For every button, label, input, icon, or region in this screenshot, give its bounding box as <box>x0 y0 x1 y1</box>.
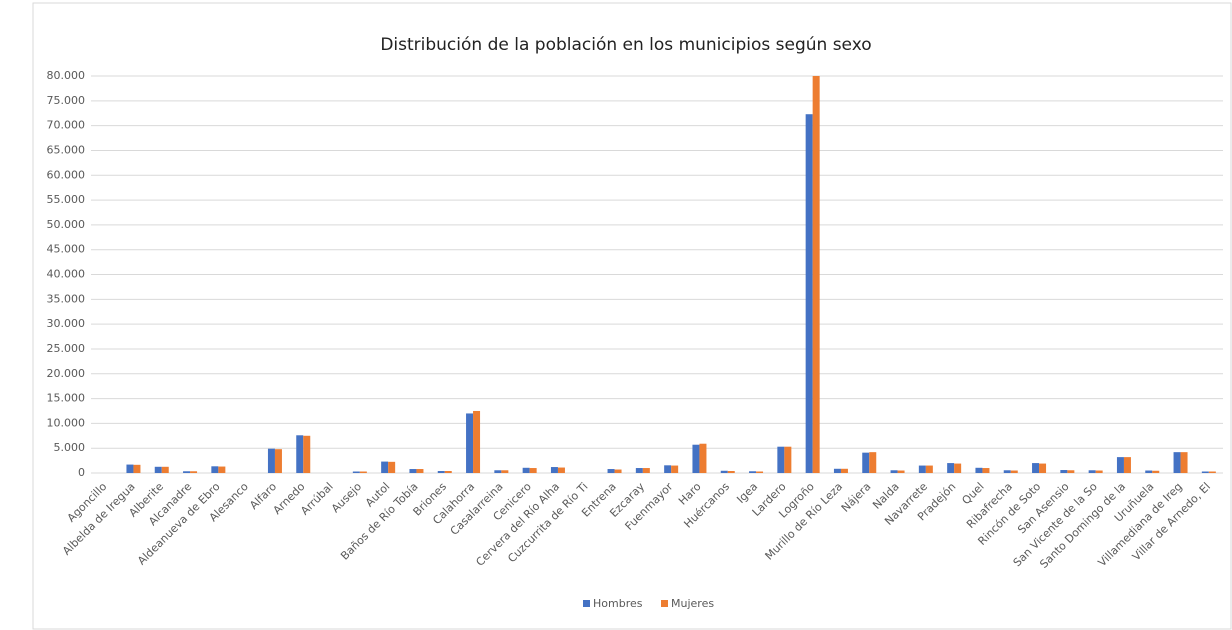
y-tick-label: 40.000 <box>47 268 86 281</box>
bar <box>840 468 848 473</box>
bar <box>444 471 452 473</box>
bar <box>642 468 650 473</box>
bar <box>161 466 169 473</box>
chart-title: Distribución de la población en los muni… <box>380 35 871 55</box>
y-tick-label: 50.000 <box>47 218 86 231</box>
bar <box>190 471 198 473</box>
bar <box>1201 471 1209 473</box>
bar <box>812 76 820 473</box>
legend-label: Hombres <box>593 597 643 610</box>
bar <box>1088 470 1096 473</box>
bar <box>1010 470 1018 473</box>
bar <box>1032 463 1040 473</box>
y-tick-label: 45.000 <box>47 243 86 256</box>
y-tick-label: 15.000 <box>47 392 86 405</box>
bar <box>784 446 792 473</box>
bar <box>833 468 841 473</box>
bar <box>1095 470 1103 473</box>
bar <box>805 114 813 474</box>
y-tick-label: 70.000 <box>47 119 86 132</box>
bar <box>409 469 417 473</box>
y-tick-label: 60.000 <box>47 168 86 181</box>
bar <box>274 449 282 473</box>
bar <box>133 464 141 473</box>
bar <box>1152 470 1160 473</box>
y-tick-label: 20.000 <box>47 367 86 380</box>
bar <box>1039 463 1047 473</box>
legend-label: Mujeres <box>671 597 714 610</box>
bar <box>303 435 311 473</box>
bar <box>416 469 424 473</box>
bar <box>359 471 367 473</box>
bar <box>529 468 537 473</box>
bar <box>749 471 757 473</box>
chart-frame <box>32 2 1232 630</box>
bar <box>473 410 481 473</box>
bar <box>211 466 219 473</box>
bar <box>494 470 502 473</box>
bar <box>614 469 622 473</box>
bar <box>699 443 707 473</box>
bar <box>1173 452 1181 473</box>
bar <box>126 464 134 473</box>
y-tick-label: 80.000 <box>47 69 86 82</box>
bar <box>1060 470 1068 473</box>
y-tick-label: 25.000 <box>47 342 86 355</box>
bar <box>550 467 558 473</box>
bar <box>1145 470 1153 473</box>
bar <box>692 444 700 473</box>
bar <box>352 471 360 473</box>
bar <box>975 467 983 473</box>
y-tick-label: 55.000 <box>47 193 86 206</box>
bar <box>1116 457 1124 473</box>
bar <box>1123 457 1131 473</box>
bar <box>862 452 870 473</box>
bar <box>557 467 565 473</box>
bar <box>869 452 877 473</box>
bar <box>756 471 764 473</box>
bar <box>218 466 226 473</box>
bar <box>777 446 785 473</box>
bar <box>381 461 389 473</box>
y-tick-label: 75.000 <box>47 94 86 107</box>
bar <box>947 463 955 473</box>
y-tick-label: 35.000 <box>47 292 86 305</box>
bar <box>183 471 191 473</box>
y-tick-label: 30.000 <box>47 317 86 330</box>
bar <box>437 471 445 473</box>
bar <box>671 465 679 473</box>
bar <box>1180 452 1188 473</box>
legend-swatch <box>661 600 668 607</box>
bar <box>890 470 898 473</box>
bar <box>982 468 990 473</box>
legend-swatch <box>583 600 590 607</box>
bar <box>954 463 962 473</box>
y-tick-label: 0 <box>78 466 85 479</box>
bar <box>1067 470 1075 473</box>
y-tick-label: 65.000 <box>47 143 86 156</box>
bar <box>635 468 643 473</box>
bar <box>607 469 615 473</box>
bar <box>267 448 275 473</box>
bar <box>925 465 933 473</box>
bar <box>1208 471 1216 473</box>
bar <box>466 413 474 473</box>
bar <box>897 470 905 473</box>
bar <box>296 435 304 473</box>
y-tick-label: 5.000 <box>54 441 86 454</box>
bar <box>154 466 162 473</box>
bar <box>501 470 509 473</box>
y-tick-label: 10.000 <box>47 416 86 429</box>
bar <box>720 470 728 473</box>
bar <box>664 465 672 473</box>
bar <box>522 467 530 473</box>
bar <box>1003 470 1011 473</box>
bar <box>727 471 735 473</box>
bar <box>388 461 396 473</box>
bar <box>918 465 926 473</box>
